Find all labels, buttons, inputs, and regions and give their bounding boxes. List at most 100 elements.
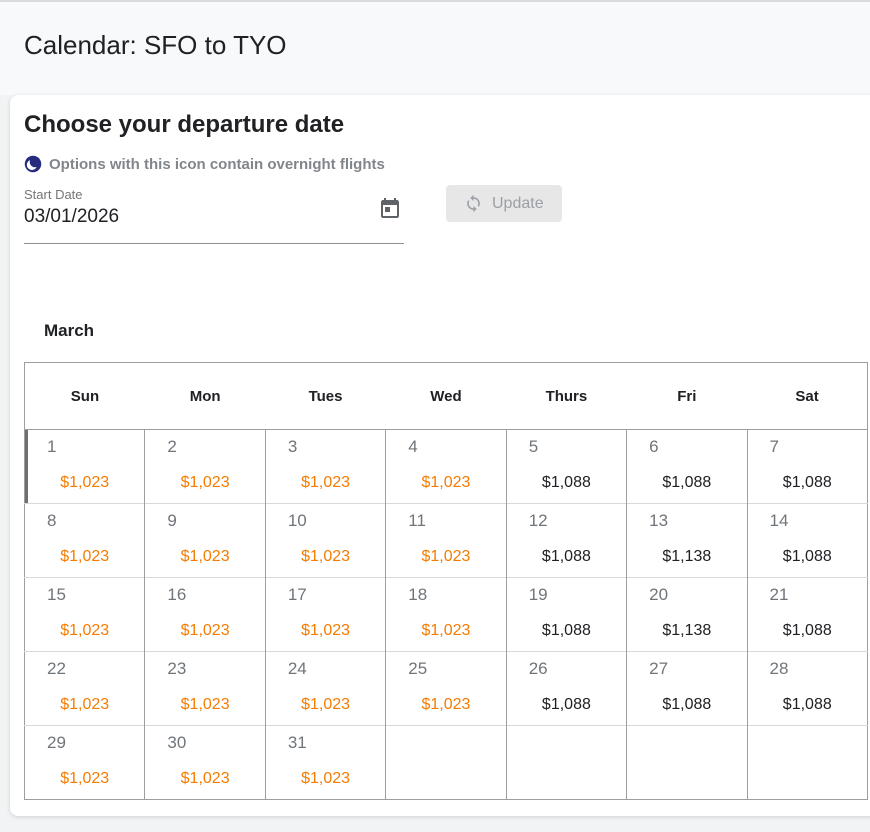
- day-number: 25: [408, 659, 428, 678]
- day-price: $1,023: [60, 622, 110, 639]
- day-price: $1,023: [60, 548, 110, 565]
- day-price: $1,138: [662, 548, 712, 565]
- day-number: 1: [47, 437, 57, 456]
- day-number: 12: [528, 511, 548, 530]
- calendar-header-row: Sun Mon Tues Wed Thurs Fri Sat: [24, 362, 868, 430]
- calendar-day-cell[interactable]: 12 $1,088: [505, 503, 627, 578]
- calendar-day-cell[interactable]: 21 $1,088: [746, 577, 868, 652]
- calendar-table: Sun Mon Tues Wed Thurs Fri Sat 1 $1,023 2…: [24, 362, 868, 800]
- day-number: 14: [769, 511, 789, 530]
- datepicker-toggle-button[interactable]: [378, 197, 402, 221]
- day-price: $1,023: [421, 622, 471, 639]
- day-price: $1,088: [541, 548, 591, 565]
- calendar-day-cell[interactable]: 22 $1,023: [24, 651, 145, 726]
- calendar-day-cell[interactable]: 4 $1,023: [385, 429, 507, 504]
- day-number: 23: [167, 659, 187, 678]
- day-price: $1,023: [180, 622, 230, 639]
- calendar-icon: [381, 198, 399, 218]
- calendar-day-cell[interactable]: 27 $1,088: [626, 651, 748, 726]
- calendar-day-cell[interactable]: 25 $1,023: [385, 651, 507, 726]
- calendar-day-cell[interactable]: 14 $1,088: [746, 503, 868, 578]
- day-number: 10: [287, 511, 307, 530]
- calendar-day-cell[interactable]: 17 $1,023: [264, 577, 386, 652]
- calendar-day-cell[interactable]: 30 $1,023: [144, 725, 266, 800]
- update-button[interactable]: Update: [446, 185, 562, 222]
- day-price: $1,138: [662, 622, 712, 639]
- calendar-day-cell[interactable]: 16 $1,023: [144, 577, 266, 652]
- start-date-input[interactable]: [24, 202, 324, 228]
- calendar-day-cell[interactable]: 26 $1,088: [505, 651, 627, 726]
- calendar-week-row: 22 $1,023 23 $1,023 24 $1,023 25 $1,023 26 $1…: [24, 651, 868, 726]
- day-price: $1,023: [60, 474, 110, 491]
- calendar-day-cell[interactable]: 3 $1,023: [264, 429, 386, 504]
- calendar-day-cell[interactable]: 6 $1,088: [626, 429, 748, 504]
- moon-icon: [24, 155, 42, 173]
- day-number: 2: [167, 437, 177, 456]
- day-price: $1,023: [180, 548, 230, 565]
- start-date-label: Start Date: [24, 187, 83, 202]
- day-number: 15: [47, 585, 66, 604]
- day-number: 11: [408, 511, 426, 530]
- calendar-day-cell[interactable]: 18 $1,023: [385, 577, 507, 652]
- day-price: $1,023: [60, 770, 110, 787]
- calendar-week-row: 1 $1,023 2 $1,023 3 $1,023 4 $1,023 5 $1,088 …: [24, 429, 868, 504]
- calendar-day-cell[interactable]: 23 $1,023: [144, 651, 266, 726]
- page-title: Calendar: SFO to TYO: [24, 30, 287, 60]
- day-price: $1,088: [541, 622, 591, 639]
- calendar-day-cell[interactable]: 9 $1,023: [144, 503, 266, 578]
- day-number: 24: [287, 659, 307, 678]
- calendar-day-cell[interactable]: 7 $1,088: [746, 429, 868, 504]
- calendar-week-row: 15 $1,023 16 $1,023 17 $1,023 18 $1,023 19 $1…: [24, 577, 868, 652]
- calendar-week-row: 8 $1,023 9 $1,023 10 $1,023 11 $1,023 12 $1,0…: [24, 503, 868, 578]
- day-number: 21: [769, 585, 789, 604]
- calendar-day-cell[interactable]: 11 $1,023: [385, 503, 507, 578]
- day-price: $1,023: [301, 622, 351, 639]
- calendar-day-cell[interactable]: 29 $1,023: [24, 725, 145, 800]
- day-header-fri: Fri: [626, 362, 748, 430]
- day-header-thurs: Thurs: [506, 362, 627, 430]
- day-number: 8: [47, 511, 57, 530]
- calendar-day-cell[interactable]: 28 $1,088: [746, 651, 868, 726]
- sync-icon: [467, 194, 480, 213]
- day-price: $1,088: [541, 696, 591, 713]
- calendar-day-cell[interactable]: [385, 725, 507, 800]
- day-number: 19: [528, 585, 548, 604]
- day-price: $1,088: [782, 696, 832, 713]
- day-price: $1,023: [180, 696, 230, 713]
- day-price: $1,088: [541, 474, 591, 491]
- calendar-day-cell[interactable]: [746, 725, 868, 800]
- day-number: 22: [47, 659, 66, 678]
- day-price: $1,023: [421, 474, 471, 491]
- calendar-day-cell[interactable]: 10 $1,023: [264, 503, 386, 578]
- day-number: 5: [528, 437, 539, 456]
- calendar-day-cell[interactable]: 20 $1,138: [626, 577, 748, 652]
- update-button-label: Update: [492, 194, 544, 212]
- day-number: 28: [769, 659, 789, 678]
- calendar-day-cell[interactable]: 24 $1,023: [264, 651, 386, 726]
- calendar-day-cell[interactable]: 31 $1,023: [264, 725, 386, 800]
- day-price: $1,088: [782, 548, 832, 565]
- calendar-day-cell[interactable]: 15 $1,023: [24, 577, 145, 652]
- calendar-day-cell[interactable]: 1 $1,023: [24, 429, 145, 504]
- day-number: 30: [167, 733, 187, 752]
- calendar-day-cell[interactable]: [626, 725, 748, 800]
- day-header-sun: Sun: [24, 362, 145, 430]
- calendar-day-cell[interactable]: 19 $1,088: [505, 577, 627, 652]
- calendar-day-cell[interactable]: 13 $1,138: [626, 503, 748, 578]
- calendar-week-row: 29 $1,023 30 $1,023 31 $1,023: [24, 725, 868, 800]
- day-number: 9: [167, 511, 177, 530]
- calendar-day-cell[interactable]: 5 $1,088: [505, 429, 627, 504]
- day-price: $1,088: [662, 474, 712, 491]
- day-price: $1,023: [301, 770, 351, 787]
- calendar-day-cell[interactable]: 8 $1,023: [24, 503, 145, 578]
- day-number: 7: [769, 437, 779, 456]
- day-price: $1,088: [662, 696, 712, 713]
- calendar-day-cell[interactable]: [505, 725, 627, 800]
- day-price: $1,023: [301, 474, 351, 491]
- day-price: $1,023: [180, 770, 230, 787]
- day-number: 4: [408, 437, 418, 456]
- day-number: 20: [649, 585, 669, 604]
- departure-date-panel: Choose your departure date Options with …: [10, 95, 870, 816]
- calendar-day-cell[interactable]: 2 $1,023: [144, 429, 266, 504]
